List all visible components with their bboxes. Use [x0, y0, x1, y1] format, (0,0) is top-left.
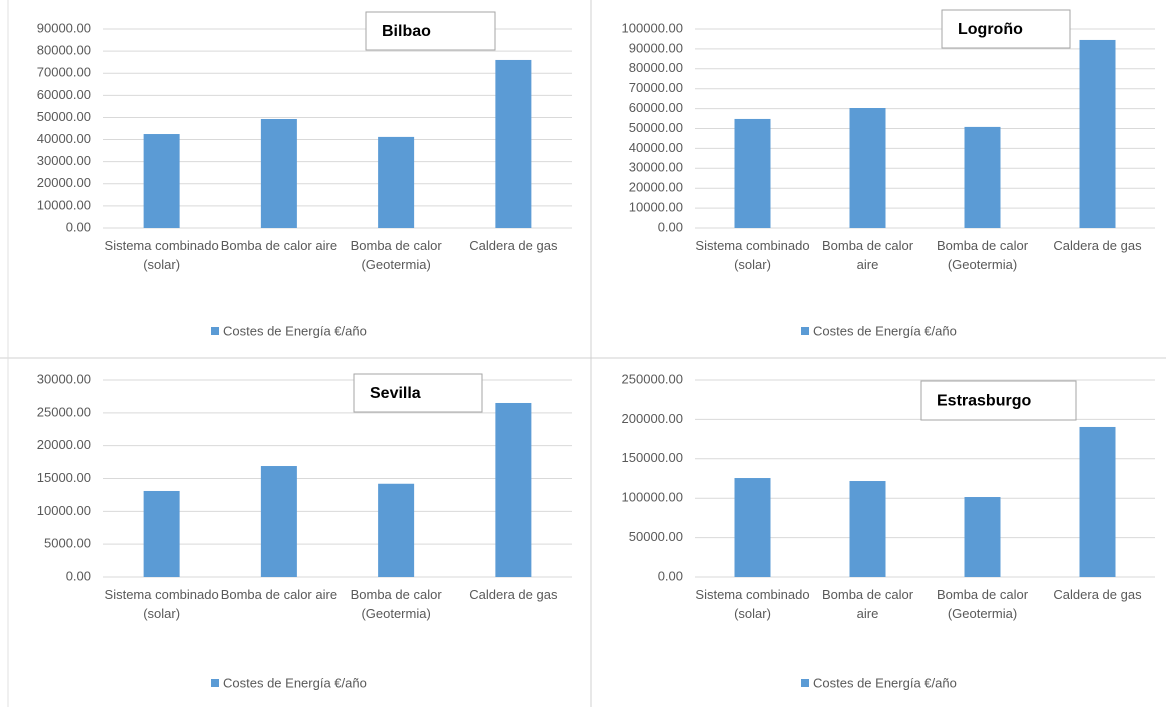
- chart-title: Bilbao: [382, 23, 431, 40]
- y-tick-label: 20000.00: [37, 437, 91, 452]
- y-tick-label: 90000.00: [629, 40, 683, 55]
- title-box: [920, 380, 1077, 421]
- y-tick-label: 80000.00: [37, 43, 91, 58]
- y-tick-label: 0.00: [658, 219, 683, 234]
- y-tick-label: 0.00: [66, 219, 91, 234]
- legend-label: Costes de Energía €/año: [813, 675, 957, 690]
- legend-label: Costes de Energía €/año: [223, 323, 367, 338]
- x-tick-label: Caldera de gas: [469, 238, 558, 253]
- bar: [964, 126, 1001, 228]
- x-tick-label: Caldera de gas: [1053, 587, 1142, 602]
- x-tick-label: Sistema combinado (solar): [104, 587, 219, 621]
- chart-title: Estrasburgo: [937, 393, 1031, 410]
- y-tick-label: 200000.00: [622, 411, 683, 426]
- y-tick-label: 30000.00: [37, 371, 91, 386]
- x-tick-label: Caldera de gas: [1053, 238, 1142, 253]
- y-tick-label: 30000.00: [629, 160, 683, 175]
- title-box: [353, 373, 483, 413]
- y-tick-label: 50000.00: [629, 120, 683, 135]
- y-tick-label: 60000.00: [629, 100, 683, 115]
- y-tick-label: 15000.00: [37, 470, 91, 485]
- bar: [495, 59, 532, 229]
- bar: [1079, 39, 1116, 228]
- x-tick-label: Bomba de calor aire: [220, 587, 338, 602]
- y-tick-label: 100000.00: [622, 490, 683, 505]
- y-tick-label: 25000.00: [37, 404, 91, 419]
- y-tick-label: 10000.00: [37, 503, 91, 518]
- x-tick-label: Bomba de calor aire: [821, 587, 914, 621]
- bar: [260, 118, 297, 228]
- y-tick-label: 10000.00: [37, 197, 91, 212]
- legend-label: Costes de Energía €/año: [813, 323, 957, 338]
- bar: [964, 497, 1001, 577]
- legend-swatch: [801, 327, 809, 335]
- legend-swatch: [801, 679, 809, 687]
- x-tick-label: Caldera de gas: [469, 587, 558, 602]
- y-tick-label: 70000.00: [629, 80, 683, 95]
- x-tick-label: Bomba de calor aire: [220, 238, 338, 253]
- bar: [260, 466, 297, 577]
- x-tick-label: Bomba de calor aire: [821, 238, 914, 272]
- title-box: [365, 11, 496, 51]
- bar: [378, 136, 415, 228]
- y-tick-label: 20000.00: [629, 180, 683, 195]
- x-tick-label: Bomba de calor (Geotermia): [350, 587, 442, 621]
- chart-title: Logroño: [958, 21, 1023, 38]
- y-tick-label: 150000.00: [622, 450, 683, 465]
- legend-label: Costes de Energía €/año: [223, 675, 367, 690]
- x-tick-label: Bomba de calor (Geotermia): [350, 238, 442, 272]
- bar: [1079, 426, 1116, 577]
- y-tick-label: 40000.00: [37, 131, 91, 146]
- y-tick-label: 40000.00: [629, 140, 683, 155]
- y-tick-label: 0.00: [66, 568, 91, 583]
- bar: [143, 134, 180, 228]
- y-tick-label: 50000.00: [37, 109, 91, 124]
- bar: [378, 483, 415, 577]
- bar: [849, 108, 886, 228]
- chart-title: Sevilla: [370, 385, 421, 402]
- legend-swatch: [211, 679, 219, 687]
- y-tick-label: 30000.00: [37, 153, 91, 168]
- legend-swatch: [211, 327, 219, 335]
- x-tick-label: Sistema combinado (solar): [695, 587, 810, 621]
- y-tick-label: 80000.00: [629, 60, 683, 75]
- y-tick-label: 60000.00: [37, 87, 91, 102]
- y-tick-label: 0.00: [658, 568, 683, 583]
- y-tick-label: 50000.00: [629, 529, 683, 544]
- bar: [495, 402, 532, 577]
- y-tick-label: 70000.00: [37, 65, 91, 80]
- y-tick-label: 10000.00: [629, 200, 683, 215]
- x-tick-label: Bomba de calor (Geotermia): [936, 587, 1029, 621]
- y-tick-label: 250000.00: [622, 371, 683, 386]
- bar: [734, 478, 771, 577]
- title-box: [941, 9, 1071, 49]
- y-tick-label: 5000.00: [44, 536, 91, 551]
- y-tick-label: 90000.00: [37, 20, 91, 35]
- y-tick-label: 20000.00: [37, 175, 91, 190]
- bar: [143, 490, 180, 577]
- x-tick-label: Sistema combinado (solar): [104, 238, 219, 272]
- x-tick-label: Sistema combinado (solar): [695, 238, 810, 272]
- bar: [734, 118, 771, 228]
- y-tick-label: 100000.00: [622, 20, 683, 35]
- x-tick-label: Bomba de calor (Geotermia): [936, 238, 1029, 272]
- bar: [849, 481, 886, 577]
